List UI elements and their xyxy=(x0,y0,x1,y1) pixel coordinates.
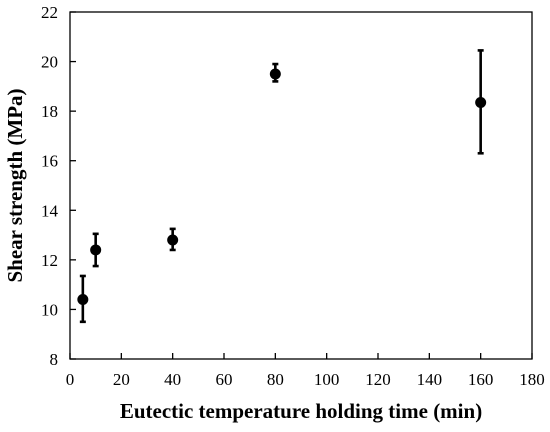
plot-frame xyxy=(69,11,533,360)
data-point xyxy=(90,244,102,256)
x-tick-label: 160 xyxy=(468,370,494,389)
data-point xyxy=(475,96,487,108)
x-tick-label: 180 xyxy=(519,370,545,389)
data-points xyxy=(77,68,487,306)
y-axis-title: Shear strength (MPa) xyxy=(3,88,27,282)
y-tick-label: 18 xyxy=(41,102,58,121)
data-point xyxy=(167,234,179,246)
y-tick-label: 22 xyxy=(41,3,58,22)
x-tick-label: 80 xyxy=(267,370,284,389)
x-axis-ticks: 0 20 40 60 80 100 120 140 160 180 xyxy=(66,353,545,389)
x-tick-label: 40 xyxy=(164,370,181,389)
data-point xyxy=(77,294,89,306)
error-bars xyxy=(79,49,484,324)
data-point xyxy=(269,68,281,80)
x-tick-label: 140 xyxy=(417,370,443,389)
y-tick-label: 20 xyxy=(41,53,58,72)
x-tick-label: 120 xyxy=(365,370,391,389)
plot-border xyxy=(69,11,533,360)
x-tick-label: 0 xyxy=(66,370,75,389)
y-axis-ticks: 8 10 12 14 16 18 20 22 xyxy=(41,3,76,369)
y-tick-label: 12 xyxy=(41,251,58,270)
x-axis-title: Eutectic temperature holding time (min) xyxy=(120,399,482,423)
x-tick-label: 60 xyxy=(216,370,233,389)
y-tick-label: 14 xyxy=(41,201,59,220)
x-tick-label: 100 xyxy=(314,370,340,389)
y-tick-label: 10 xyxy=(41,300,58,319)
y-tick-label: 8 xyxy=(50,350,59,369)
x-tick-label: 20 xyxy=(113,370,130,389)
y-tick-label: 16 xyxy=(41,152,58,171)
